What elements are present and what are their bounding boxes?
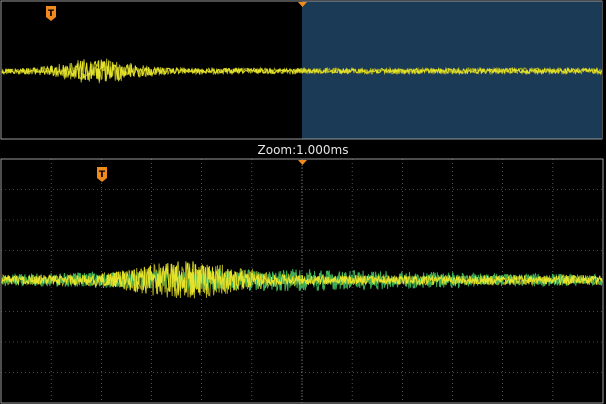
zoom-trace — [1, 262, 603, 296]
overview-waveform — [1, 58, 603, 84]
zoom-waveform — [1, 261, 603, 299]
zoom-timebase-label: Zoom:1.000ms — [257, 143, 349, 157]
trigger-position-glyph: T — [48, 9, 55, 19]
zoom-pane: T — [0, 158, 604, 404]
zoom-trigger-marker[interactable]: T — [97, 167, 107, 182]
overview-pane: T — [0, 0, 603, 140]
trigger-position-icon[interactable] — [97, 167, 107, 182]
trigger-position-icon[interactable] — [46, 6, 56, 21]
overview-trigger-marker[interactable]: T — [46, 6, 56, 21]
overview-trace — [1, 59, 603, 82]
trigger-position-glyph: T — [99, 170, 106, 180]
timebase-position-icon[interactable] — [298, 160, 307, 165]
timebase-position-icon[interactable] — [298, 2, 307, 7]
